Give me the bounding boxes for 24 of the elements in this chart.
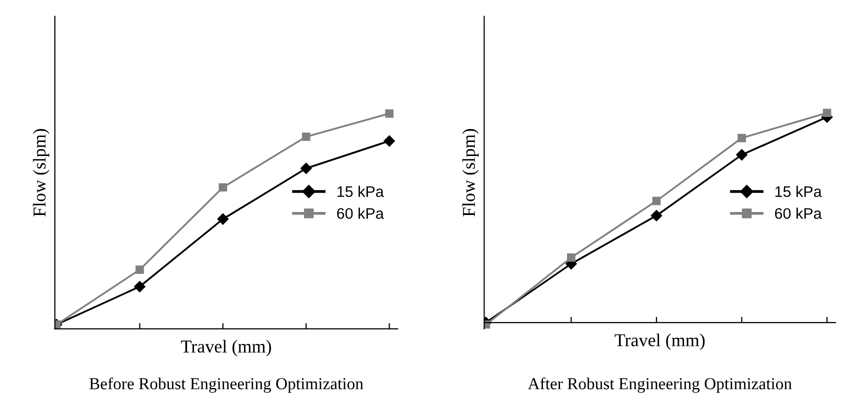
point [302, 132, 310, 141]
point [218, 183, 228, 192]
point [822, 108, 832, 118]
point [652, 196, 661, 206]
text: Before Robust Engineering Optimization [89, 377, 364, 393]
point [134, 280, 146, 292]
point [217, 213, 229, 225]
x-axis-title: Travel (mm) [181, 340, 272, 356]
point [736, 149, 748, 160]
point [738, 134, 746, 142]
point [650, 210, 662, 222]
point [300, 162, 312, 174]
point [567, 253, 576, 262]
point [385, 109, 394, 118]
legend-label: 60 kPa [337, 208, 384, 219]
x-axis-title: Travel (mm) [614, 334, 705, 350]
text: After Robust Engineering Optimization [528, 377, 792, 393]
legend-label: 15 kPa [775, 186, 822, 198]
y-axis-title: Flow (slpm) [462, 129, 479, 216]
point [136, 266, 144, 274]
legend-label: 60 kPa [775, 208, 822, 219]
legend-label: 15 kPa [338, 186, 384, 198]
y-axis-title: Flow (slpm) [32, 129, 50, 216]
point [384, 135, 395, 147]
